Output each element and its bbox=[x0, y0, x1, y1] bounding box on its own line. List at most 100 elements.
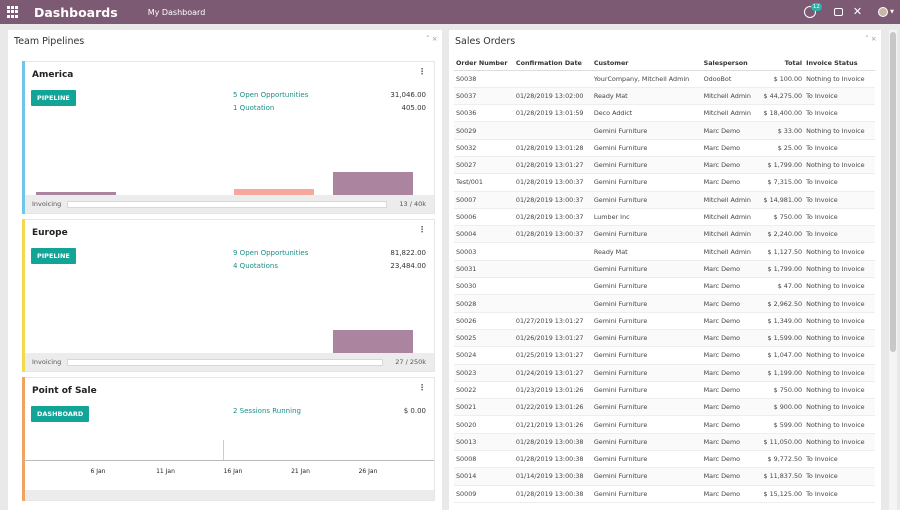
table-cell: $ 9,772.50 bbox=[761, 450, 805, 469]
table-cell: Lumber Inc bbox=[591, 208, 702, 227]
table-row[interactable]: S0007 01/28/2019 13:00:37 Gemini Furniture… bbox=[454, 191, 875, 209]
table-cell: Nothing to Invoice bbox=[804, 346, 875, 365]
table-row[interactable]: Test/001 01/28/2019 13:00:37 Gemini Furnit… bbox=[454, 173, 875, 192]
table-cell: To Invoice bbox=[804, 208, 875, 227]
panel-controls[interactable]: ˄ × bbox=[865, 35, 877, 43]
table-row[interactable]: S0031 Gemini Furniture Marc Demo $ 1,799.00… bbox=[454, 260, 875, 279]
team-card-europe: Europe ⋮ PIPELINE 9 Open Opportunities 8… bbox=[22, 219, 435, 372]
table-cell: Mitchell Admin bbox=[701, 104, 762, 123]
column-header[interactable]: Invoice Status bbox=[804, 57, 875, 71]
panel-title: Team Pipelines bbox=[14, 36, 85, 47]
chat-icon[interactable] bbox=[833, 8, 843, 16]
table-cell: Gemini Furniture bbox=[591, 415, 702, 434]
close-icon[interactable]: ✕ bbox=[852, 5, 863, 18]
table-cell: S0006 bbox=[454, 208, 514, 227]
table-cell: 01/28/2019 13:02:00 bbox=[513, 87, 592, 106]
panel-controls[interactable]: ˄ × bbox=[426, 35, 438, 43]
menu-my-dashboard[interactable]: My Dashboard bbox=[147, 7, 206, 17]
table-cell: 01/28/2019 13:01:59 bbox=[513, 104, 592, 123]
table-cell: $ 25.00 bbox=[761, 139, 805, 157]
dashboard-button[interactable]: DASHBOARD bbox=[31, 406, 90, 422]
table-row[interactable]: S0020 01/21/2019 13:01:26 Gemini Furniture… bbox=[454, 415, 875, 434]
table-row[interactable]: S0003 Ready Mat Mitchell Admin $ 1,127.50 No… bbox=[454, 242, 875, 261]
kebab-menu-icon[interactable]: ⋮ bbox=[418, 225, 426, 234]
app-title[interactable]: Dashboards bbox=[34, 4, 118, 20]
table-cell: S0038 bbox=[454, 70, 514, 88]
table-cell: $ 900.00 bbox=[761, 398, 805, 417]
table-row[interactable]: S0009 01/28/2019 13:00:38 Gemini Furniture… bbox=[454, 485, 875, 503]
panel-title: Sales Orders bbox=[455, 36, 516, 47]
table-cell: Marc Demo bbox=[701, 485, 762, 503]
table-row[interactable]: S0036 01/28/2019 13:01:59 Deco Addict Mitch… bbox=[454, 104, 875, 123]
column-header[interactable]: Salesperson bbox=[701, 57, 762, 71]
column-header[interactable]: Order Number bbox=[454, 57, 514, 71]
pipeline-button[interactable]: PIPELINE bbox=[31, 90, 76, 106]
apps-grid-icon[interactable] bbox=[7, 6, 19, 18]
table-row[interactable]: S0027 01/28/2019 13:01:27 Gemini Furniture… bbox=[454, 156, 875, 175]
table-cell: Nothing to Invoice bbox=[804, 121, 875, 140]
pos-sales-chart[interactable]: 6 Jan 11 Jan 16 Jan 21 Jan 26 Jan bbox=[23, 378, 434, 500]
open-opportunities-value: 81,822.00 bbox=[390, 249, 426, 257]
sales-orders-table: Order Number Confirmation Date Customer Sal… bbox=[454, 57, 875, 503]
avatar[interactable] bbox=[878, 7, 889, 17]
table-cell: Deco Addict bbox=[591, 104, 702, 123]
column-header[interactable]: Total bbox=[761, 57, 805, 71]
table-row[interactable]: S0025 01/26/2019 13:01:27 Gemini Furniture… bbox=[454, 329, 875, 348]
sales-orders-panel: Sales Orders ˄ × Order Number Confirmatio… bbox=[449, 30, 881, 510]
table-row[interactable]: S0032 01/28/2019 13:01:28 Gemini Furniture… bbox=[454, 139, 875, 157]
table-cell: Gemini Furniture bbox=[591, 364, 702, 382]
table-row[interactable]: S0004 01/28/2019 13:00:37 Gemini Furniture… bbox=[454, 225, 875, 244]
activity-clock-icon[interactable]: 12 bbox=[803, 3, 822, 18]
table-cell: Marc Demo bbox=[701, 294, 762, 313]
table-cell: S0008 bbox=[454, 450, 514, 469]
table-row[interactable]: S0022 01/23/2019 13:01:26 Gemini Furniture… bbox=[454, 381, 875, 400]
table-row[interactable]: S0014 01/14/2019 13:00:38 Gemini Furniture… bbox=[454, 467, 875, 486]
scrollbar-thumb[interactable] bbox=[890, 32, 896, 352]
open-opportunities-link[interactable]: 9 Open Opportunities bbox=[233, 249, 309, 257]
table-cell: Nothing to Invoice bbox=[804, 312, 875, 330]
pipeline-button[interactable]: PIPELINE bbox=[31, 248, 76, 264]
column-header[interactable]: Customer bbox=[591, 57, 702, 71]
table-row[interactable]: S0021 01/22/2019 13:01:26 Gemini Furniture… bbox=[454, 398, 875, 417]
sessions-running-link[interactable]: 2 Sessions Running bbox=[233, 407, 301, 415]
table-row[interactable]: S0013 01/28/2019 13:00:38 Gemini Furniture… bbox=[454, 433, 875, 452]
column-header[interactable]: Confirmation Date bbox=[513, 57, 592, 71]
table-cell: Mitchell Admin bbox=[701, 191, 762, 209]
table-row[interactable]: S0006 01/28/2019 13:00:37 Lumber Inc Mitche… bbox=[454, 208, 875, 227]
table-cell: Marc Demo bbox=[701, 329, 762, 348]
footer-label: Invoicing bbox=[32, 358, 62, 366]
table-cell: $ 11,050.00 bbox=[761, 433, 805, 452]
table-cell: 01/22/2019 13:01:26 bbox=[513, 398, 592, 417]
table-row[interactable]: S0023 01/24/2019 13:01:27 Gemini Furniture… bbox=[454, 364, 875, 382]
table-cell: S0020 bbox=[454, 415, 514, 434]
table-cell: S0025 bbox=[454, 329, 514, 348]
table-row[interactable]: S0024 01/25/2019 13:01:27 Gemini Furniture… bbox=[454, 346, 875, 365]
table-row[interactable]: S0029 Gemini Furniture Marc Demo $ 33.00 Not… bbox=[454, 121, 875, 140]
axis-tick-label: 16 Jan bbox=[223, 468, 243, 475]
table-row[interactable]: S0028 Gemini Furniture Marc Demo $ 2,962.50… bbox=[454, 294, 875, 313]
table-cell: Gemini Furniture bbox=[591, 294, 702, 313]
card-title[interactable]: Point of Sale bbox=[32, 386, 97, 396]
quotations-link[interactable]: 4 Quotations bbox=[233, 262, 278, 270]
card-title[interactable]: Europe bbox=[32, 228, 68, 238]
table-body: S0038 YourCompany, Mitchell Admin OdooBot $… bbox=[454, 70, 875, 503]
table-row[interactable]: S0037 01/28/2019 13:02:00 Ready Mat Mitchel… bbox=[454, 87, 875, 106]
table-row[interactable]: S0026 01/27/2019 13:01:27 Gemini Furniture… bbox=[454, 312, 875, 330]
sessions-value: $ 0.00 bbox=[403, 407, 426, 415]
table-row[interactable]: S0030 Gemini Furniture Marc Demo $ 47.00 Not… bbox=[454, 277, 875, 296]
card-title[interactable]: America bbox=[32, 70, 74, 80]
table-row[interactable]: S0008 01/28/2019 13:00:38 Gemini Furniture… bbox=[454, 450, 875, 469]
kebab-menu-icon[interactable]: ⋮ bbox=[418, 383, 426, 392]
invoicing-progress-value: 27 / 250k bbox=[395, 358, 426, 366]
card-accent bbox=[22, 61, 25, 214]
quotations-link[interactable]: 1 Quotation bbox=[233, 104, 275, 112]
table-cell: Nothing to Invoice bbox=[804, 433, 875, 452]
user-menu[interactable]: ▼ bbox=[872, 7, 894, 17]
kebab-menu-icon[interactable]: ⋮ bbox=[418, 67, 426, 76]
open-opportunities-link[interactable]: 5 Open Opportunities bbox=[233, 91, 309, 99]
table-row[interactable]: S0038 YourCompany, Mitchell Admin OdooBot $… bbox=[454, 70, 875, 88]
table-cell: S0027 bbox=[454, 156, 514, 175]
page-scrollbar[interactable] bbox=[889, 30, 897, 510]
